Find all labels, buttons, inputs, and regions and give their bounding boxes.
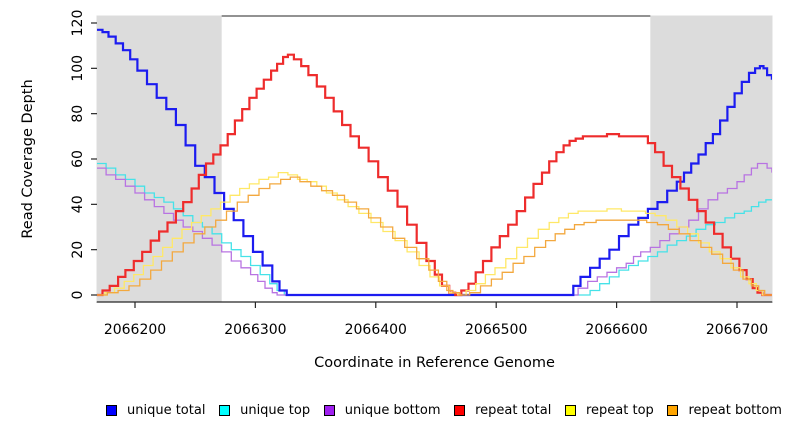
- legend-item-repeat-bottom: repeat bottom: [667, 403, 782, 418]
- legend-swatch-icon: [106, 404, 117, 416]
- legend-item-repeat-top: repeat top: [565, 403, 654, 418]
- legend-item-unique-bottom: unique bottom: [323, 402, 441, 418]
- shaded-region: [96, 15, 222, 302]
- legend-label: repeat total: [475, 402, 552, 418]
- legend-swatch-icon: [219, 404, 231, 416]
- legend-swatch-icon: [323, 404, 335, 416]
- x-tick-label: 2066700: [706, 322, 768, 338]
- legend-item-unique-total: unique total: [106, 403, 205, 418]
- y-axis-title: Read Coverage Depth: [20, 79, 36, 239]
- legend-item-repeat-total: repeat total: [454, 403, 551, 418]
- x-axis-title: Coordinate in Reference Genome: [314, 355, 555, 371]
- x-tick-label: 2066600: [585, 322, 647, 338]
- plot-canvas: 2066200 2066300 2066400 2066500 2066600 20667…: [70, 10, 773, 338]
- legend-swatch-icon: [454, 404, 466, 416]
- x-tick-label: 2066200: [104, 322, 166, 338]
- x-tick-label: 2066400: [345, 322, 407, 338]
- legend-label: repeat top: [586, 402, 654, 418]
- legend: unique total unique top unique bottom repea…: [0, 396, 792, 424]
- y-tick-label: 100: [70, 55, 86, 82]
- series-line-repeat-top: [97, 171, 772, 296]
- legend-label: repeat bottom: [688, 402, 782, 418]
- legend-swatch-icon: [565, 404, 576, 416]
- y-tick-label: 40: [70, 195, 86, 213]
- legend-label: unique top: [240, 402, 311, 418]
- legend-label: unique bottom: [344, 402, 441, 418]
- legend-item-unique-top: unique top: [219, 403, 310, 418]
- y-tick-label: 60: [70, 150, 86, 168]
- y-tick-label: 80: [70, 105, 86, 123]
- y-tick-label: 0: [70, 291, 86, 300]
- series-line-unique-bottom: [97, 162, 772, 296]
- series-line-repeat-bottom: [97, 176, 772, 296]
- legend-swatch-icon: [667, 404, 679, 416]
- series-line-repeat-total: [97, 53, 772, 297]
- x-tick-label: 2066300: [224, 322, 286, 338]
- y-tick-label: 120: [70, 10, 86, 37]
- shaded-region: [650, 15, 773, 302]
- y-tick-label: 20: [70, 241, 86, 259]
- legend-label: unique total: [127, 402, 206, 418]
- x-tick-label: 2066500: [465, 322, 527, 338]
- series-line-unique-total: [97, 28, 772, 297]
